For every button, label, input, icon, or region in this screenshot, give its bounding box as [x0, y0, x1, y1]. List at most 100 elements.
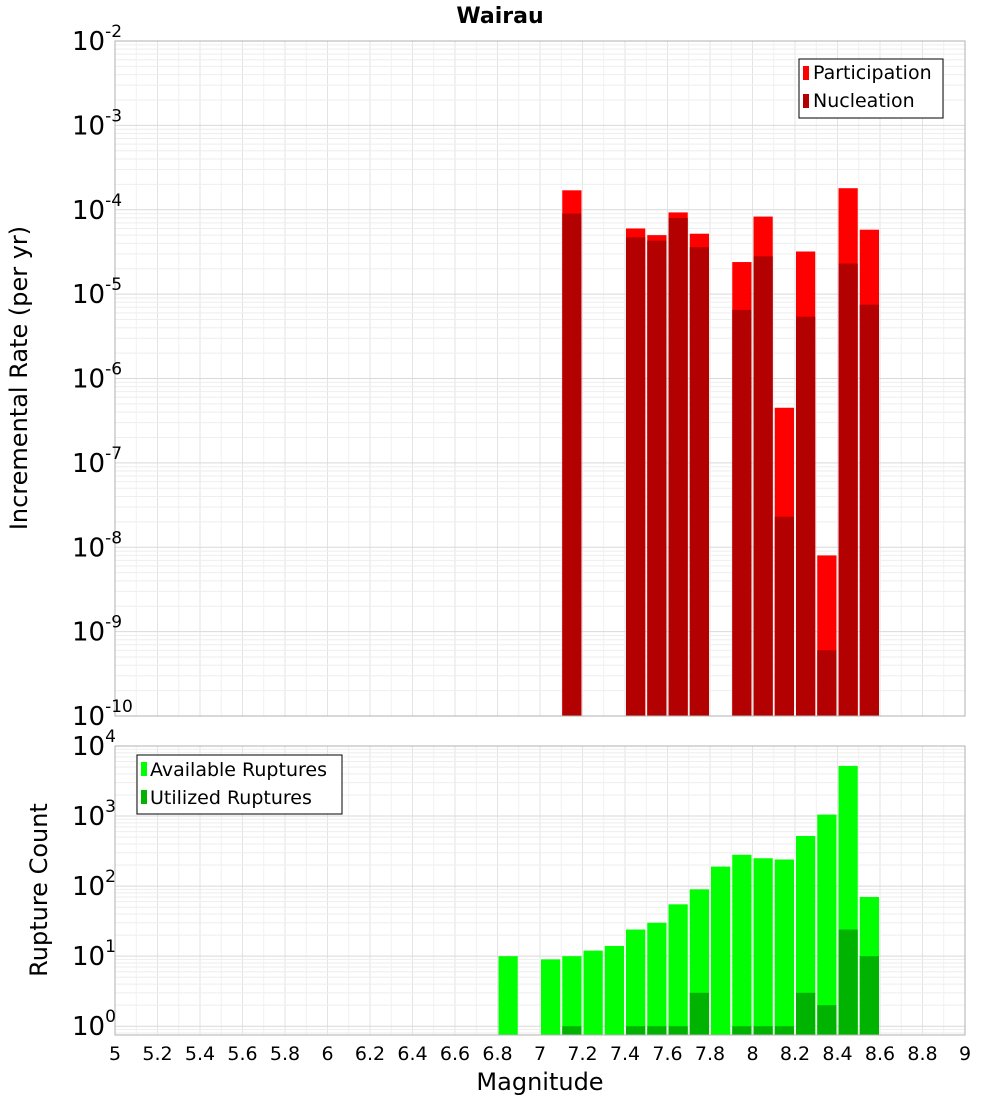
- top-bar-nucleation: [817, 650, 837, 716]
- legend-swatch-nucleation: [803, 94, 809, 108]
- x-tick-label: 6.6: [440, 1043, 470, 1065]
- x-tick-label: 5.8: [270, 1043, 300, 1065]
- top-y-axis-label: Incremental Rate (per yr): [5, 226, 33, 530]
- bottom-bar-available-ruptures: [817, 814, 837, 1035]
- legend-label-participation: Participation: [813, 62, 932, 84]
- bottom-bar-utilized-ruptures: [796, 992, 816, 1035]
- bottom-bar-available-ruptures: [626, 929, 646, 1035]
- bottom-y-tick-label: 103: [72, 797, 116, 832]
- x-tick-label: 8.2: [780, 1043, 810, 1065]
- bottom-y-tick-label: 101: [72, 937, 116, 972]
- x-tick-label: 6.8: [482, 1043, 512, 1065]
- legend-label-utilized: Utilized Ruptures: [150, 787, 312, 809]
- bottom-bars: [498, 765, 879, 1035]
- bottom-bar-available-ruptures: [796, 835, 816, 1035]
- bottom-legend-box: [136, 754, 343, 815]
- top-bar-nucleation: [626, 237, 646, 716]
- top-y-tick-label: 10-4: [72, 191, 122, 226]
- bottom-bar-utilized-ruptures: [626, 1026, 646, 1035]
- top-y-tick-label: 10-5: [72, 275, 122, 310]
- bottom-bar-available-ruptures: [562, 956, 582, 1035]
- x-tick-label: 5.2: [142, 1043, 172, 1065]
- bottom-y-axis-label: Rupture Count: [25, 803, 53, 977]
- top-bar-nucleation: [689, 247, 709, 716]
- x-tick-label: 5.6: [227, 1043, 257, 1065]
- bottom-legend: Available Ruptures Utilized Ruptures: [136, 754, 343, 815]
- top-y-tick-label: 10-3: [72, 106, 122, 141]
- legend-label-nucleation: Nucleation: [813, 90, 915, 112]
- x-tick-label: 7: [534, 1043, 546, 1065]
- bottom-y-tick-label: 102: [72, 867, 116, 902]
- top-y-tick-label: 10-7: [72, 444, 122, 479]
- x-tick-label: 8.8: [907, 1043, 937, 1065]
- x-tick-label: 9: [959, 1043, 971, 1065]
- bottom-bar-available-ruptures: [732, 854, 752, 1035]
- x-tick-label: 8: [746, 1043, 758, 1065]
- legend-swatch-available: [141, 762, 147, 776]
- top-plot-border: [114, 40, 966, 717]
- bottom-bar-utilized-ruptures: [668, 1026, 688, 1035]
- legend-swatch-utilized: [141, 790, 147, 804]
- top-bars: [562, 188, 879, 717]
- top-y-tick-label: 10-9: [72, 613, 122, 648]
- bottom-bar-available-ruptures: [774, 859, 794, 1035]
- bottom-bar-available-ruptures: [604, 945, 624, 1035]
- bottom-bar-available-ruptures: [668, 904, 688, 1035]
- bottom-bar-available-ruptures: [498, 956, 518, 1035]
- bottom-bar-utilized-ruptures: [647, 1026, 667, 1035]
- x-tick-label: 7.4: [610, 1043, 640, 1065]
- bottom-bar-utilized-ruptures: [732, 1026, 752, 1035]
- top-bar-nucleation: [838, 263, 858, 716]
- bottom-bar-available-ruptures: [583, 950, 603, 1035]
- bottom-bar-available-ruptures: [541, 959, 561, 1035]
- top-bar-nucleation: [647, 240, 667, 717]
- top-legend: Participation Nucleation: [798, 58, 944, 119]
- x-tick-label: 6.2: [355, 1043, 385, 1065]
- top-bar-nucleation: [859, 304, 879, 716]
- bottom-y-tick-label: 104: [72, 727, 116, 762]
- x-tick-label: 6.4: [397, 1043, 427, 1065]
- x-tick-label: 7.2: [567, 1043, 597, 1065]
- top-y-tick-label: 10-8: [72, 528, 122, 563]
- x-tick-label: 6: [321, 1043, 333, 1065]
- top-panel: 10-10 10-9 10-8 10-7 10-6 10-5 10-4 10-3 10-2 In…: [5, 22, 966, 732]
- bottom-y-tick-label: 100: [72, 1007, 116, 1042]
- x-tick-label: 8.6: [865, 1043, 895, 1065]
- top-y-tick-label: 10-10: [72, 697, 133, 732]
- bottom-bar-utilized-ruptures: [859, 956, 879, 1035]
- x-tick-label: 5: [109, 1043, 121, 1065]
- bottom-bar-available-ruptures: [753, 858, 773, 1035]
- top-grid: [114, 40, 966, 717]
- chart-title: Wairau: [456, 4, 543, 29]
- bottom-bar-utilized-ruptures: [689, 992, 709, 1035]
- x-tick-label: 5.4: [185, 1043, 215, 1065]
- top-y-tick-label: 10-2: [72, 22, 122, 57]
- top-legend-box: [798, 58, 944, 119]
- bottom-bar-utilized-ruptures: [817, 1005, 837, 1035]
- top-bar-nucleation: [774, 516, 794, 716]
- bottom-y-tick-labels: 100 101 102 103 104: [72, 727, 116, 1042]
- top-bar-nucleation: [732, 309, 752, 716]
- x-tick-label: 8.4: [822, 1043, 852, 1065]
- top-y-tick-label: 10-6: [72, 360, 122, 395]
- top-bar-nucleation: [796, 316, 816, 716]
- x-tick-labels: 5 5.2 5.4 5.6 5.8 6 6.2 6.4 6.6 6.8 7 7.2 7.4 7.6 7.8 8…: [109, 1043, 971, 1065]
- top-bar-nucleation: [562, 213, 582, 717]
- bottom-bar-available-ruptures: [711, 866, 731, 1035]
- top-bar-nucleation: [668, 217, 688, 716]
- bottom-bar-utilized-ruptures: [838, 929, 858, 1035]
- legend-swatch-participation: [803, 66, 809, 80]
- x-tick-label: 7.8: [695, 1043, 725, 1065]
- x-axis-label: Magnitude: [476, 1068, 603, 1096]
- top-y-tick-labels: 10-10 10-9 10-8 10-7 10-6 10-5 10-4 10-3 10-2: [72, 22, 133, 732]
- bottom-bar-available-ruptures: [647, 922, 667, 1035]
- bottom-plot-border: [114, 745, 966, 1036]
- bottom-bar-utilized-ruptures: [753, 1026, 773, 1035]
- bottom-bar-utilized-ruptures: [774, 1026, 794, 1035]
- bottom-bar-utilized-ruptures: [562, 1026, 582, 1035]
- legend-label-available: Available Ruptures: [150, 759, 327, 781]
- bottom-panel: 100 101 102 103 104 Rupture Count Available …: [25, 727, 971, 1096]
- x-tick-label: 7.6: [652, 1043, 682, 1065]
- top-bar-nucleation: [753, 256, 773, 716]
